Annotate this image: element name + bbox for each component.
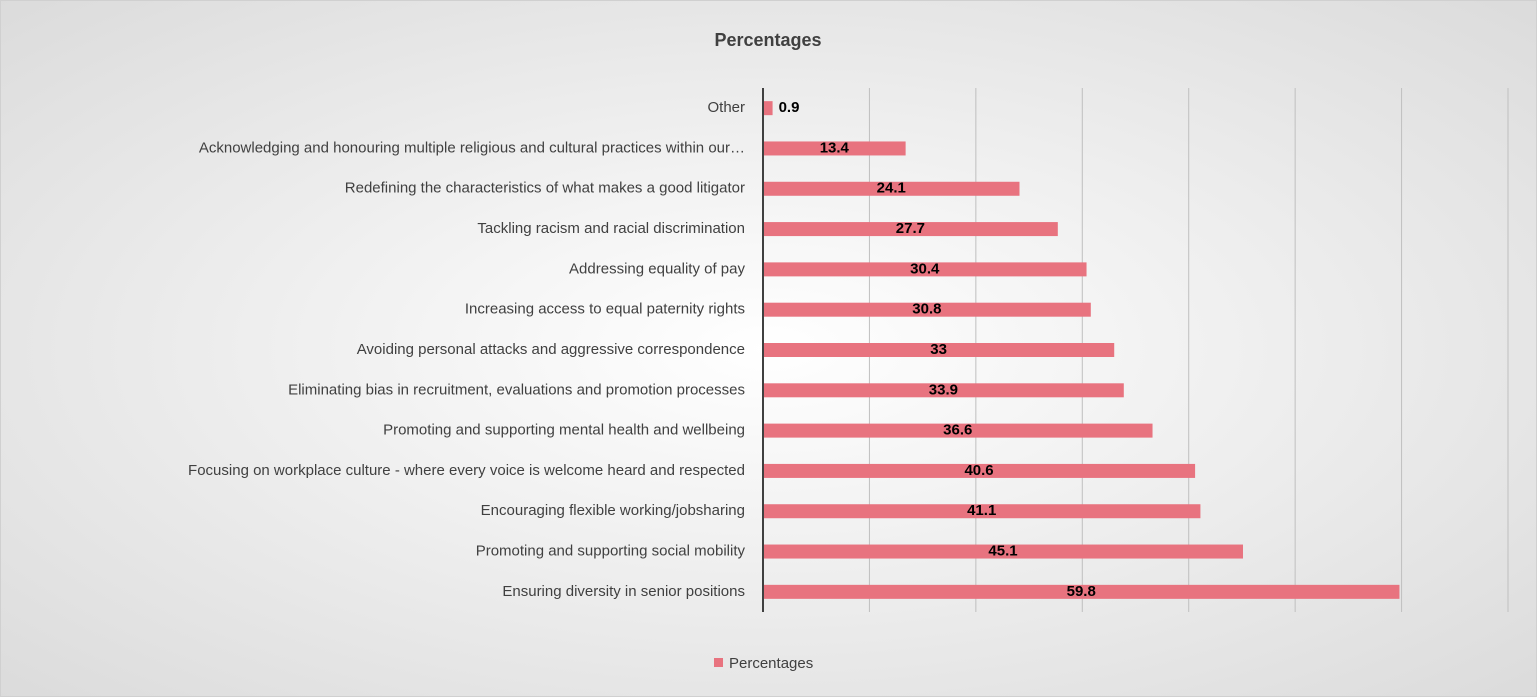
data-label: 40.6 [964, 462, 993, 479]
data-label: 30.8 [912, 301, 941, 318]
legend-swatch [714, 658, 723, 667]
y-tick-label: Promoting and supporting social mobility [476, 543, 746, 560]
data-label: 33.9 [929, 381, 958, 398]
y-tick-label: Redefining the characteristics of what m… [345, 180, 745, 197]
y-tick-label: Encouraging flexible working/jobsharing [481, 502, 745, 519]
bar [763, 181, 1020, 196]
y-tick-label: Increasing access to equal paternity rig… [465, 301, 745, 318]
bar [763, 383, 1124, 398]
bar [763, 423, 1153, 438]
legend-label: Percentages [729, 655, 813, 672]
bar [763, 101, 773, 116]
y-tick-label: Acknowledging and honouring multiple rel… [199, 139, 745, 156]
bar [763, 544, 1243, 559]
data-label: 24.1 [877, 180, 906, 197]
data-label: 33 [930, 341, 947, 358]
y-tick-label: Tackling racism and racial discriminatio… [477, 220, 745, 237]
bar [763, 343, 1115, 357]
data-label: 0.9 [779, 99, 800, 116]
y-tick-label: Focusing on workplace culture - where ev… [188, 462, 745, 479]
bar [763, 463, 1196, 478]
data-label: 30.4 [910, 260, 940, 277]
bar [763, 584, 1400, 599]
y-tick-label: Avoiding personal attacks and aggressive… [357, 341, 745, 358]
y-tick-label: Ensuring diversity in senior positions [502, 583, 745, 600]
bar [763, 504, 1201, 519]
data-label: 41.1 [967, 502, 996, 519]
y-tick-label: Other [707, 99, 745, 116]
bar [763, 222, 1058, 237]
y-tick-label: Addressing equality of pay [569, 260, 745, 277]
y-tick-label: Promoting and supporting mental health a… [383, 422, 745, 439]
bar [763, 262, 1087, 277]
bar [763, 302, 1091, 317]
data-label: 36.6 [943, 422, 972, 439]
data-label: 59.8 [1067, 583, 1096, 600]
data-label: 45.1 [988, 543, 1017, 560]
chart-title: Percentages [714, 30, 821, 50]
data-label: 27.7 [896, 220, 925, 237]
y-tick-label: Eliminating bias in recruitment, evaluat… [288, 381, 745, 398]
data-label: 13.4 [820, 139, 850, 156]
bar [763, 141, 906, 156]
